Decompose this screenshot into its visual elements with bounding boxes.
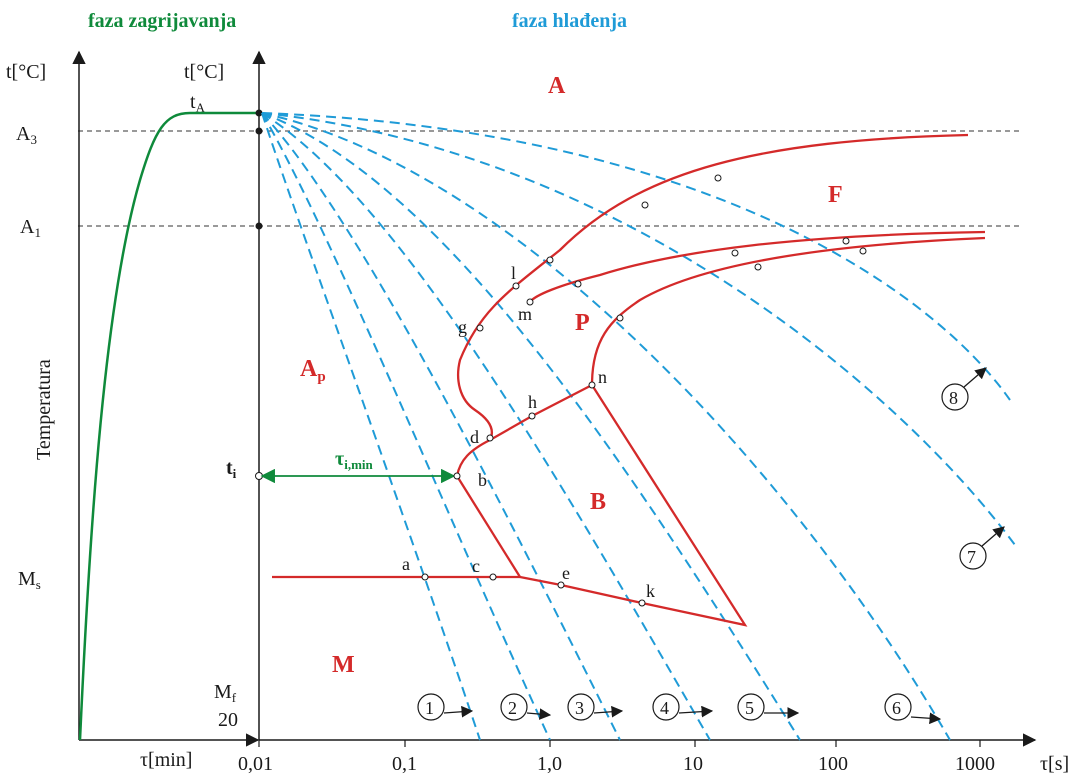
curve-marker-label: 7 (967, 547, 976, 567)
a1-point (255, 222, 263, 230)
curve-marker-label: 5 (745, 698, 754, 718)
cooling-curve-8 (261, 112, 1011, 401)
cooling-phase-title: faza hlađenja (512, 10, 627, 32)
curve-marker-2: 2 (500, 693, 552, 721)
cooling-curve-4 (261, 112, 711, 741)
ti-point (255, 472, 263, 480)
point-h-label: h (528, 392, 537, 412)
region-m-label: M (332, 652, 355, 678)
point-d-label: d (470, 427, 479, 447)
curve-marker-label: 8 (949, 388, 958, 408)
pearlite-end-curve (590, 236, 986, 386)
heating-curve (78, 111, 259, 741)
region-b-label: B (590, 489, 606, 515)
curve-marker-label: 6 (892, 698, 901, 718)
point-e-label: e (562, 563, 570, 583)
curve-marker-4: 4 (652, 693, 714, 721)
ta-point (255, 109, 263, 117)
tau-min-label: τi,min (335, 448, 374, 472)
point-l-label: l (511, 263, 516, 283)
curve-marker-8: 8 (941, 367, 987, 411)
curve-marker-label: 3 (575, 698, 584, 718)
a3-label: A3 (16, 123, 37, 147)
intersection-points (421, 174, 867, 607)
point-a-label: a (402, 554, 410, 574)
heating-phase-title: faza zagrijavanja (88, 10, 236, 32)
region-ap-label: Ap (300, 356, 326, 385)
curve-marker-1: 1 (417, 693, 474, 721)
mf-label: Mf (214, 681, 237, 705)
cooling-curves (261, 112, 1016, 741)
x-tick-label: 1000 (955, 753, 995, 775)
curve-marker-5: 5 (737, 693, 800, 721)
region-p-label: P (575, 310, 590, 336)
cooling-curve-1 (261, 112, 481, 741)
left-x-label: τ[min] (140, 749, 192, 771)
x-tick-label: 1,0 (537, 753, 562, 775)
curve-marker-label: 4 (660, 698, 669, 718)
point-g-label: g (458, 317, 467, 337)
cooling-curve-3 (261, 112, 621, 741)
cooling-curve-7 (261, 112, 1016, 546)
point-m-label: m (518, 304, 532, 324)
ti-label: ti (226, 457, 237, 481)
right-y-label: t[°C] (184, 61, 224, 83)
x-tick-label: 10 (683, 753, 703, 775)
transformation-curves (272, 133, 986, 627)
curve-marker-7: 7 (959, 526, 1005, 570)
t20-label: 20 (218, 709, 238, 731)
curve-marker-6: 6 (884, 693, 942, 725)
curve-marker-3: 3 (567, 693, 624, 721)
bainite-start-line (489, 383, 593, 441)
x-tick-label: 0,1 (392, 753, 417, 775)
curve-marker-label: 1 (425, 698, 434, 718)
left-y-label: t[°C] (6, 61, 46, 83)
x-tick-marks (258, 740, 981, 747)
cooling-curve-5 (261, 112, 801, 741)
region-a-label: A (548, 73, 566, 99)
curve-markers: 1 2 3 4 5 6 7 (417, 367, 1005, 725)
x-tick-label: 0,01 (238, 753, 273, 775)
temperature-vertical-label: Temperatura (33, 359, 55, 460)
ta-label: tA (190, 91, 206, 115)
cooling-curve-2 (261, 112, 551, 741)
bainite-left-line (456, 475, 521, 578)
cooling-curve-6 (261, 112, 951, 741)
x-tick-label: 100 (818, 753, 848, 775)
point-k-label: k (646, 581, 655, 601)
point-c-label: c (472, 556, 480, 576)
point-b-label: b (478, 470, 487, 490)
ferrite-end-curve (529, 230, 986, 303)
point-n-label: n (598, 367, 607, 387)
region-f-label: F (828, 182, 843, 208)
bainite-end-line (519, 384, 748, 627)
a1-label: A1 (20, 216, 41, 240)
curve-marker-label: 2 (508, 698, 517, 718)
right-x-label: τ[s] (1040, 753, 1069, 775)
a3-point (255, 127, 263, 135)
ms-label: Ms (18, 568, 41, 592)
start-curve (455, 133, 969, 477)
